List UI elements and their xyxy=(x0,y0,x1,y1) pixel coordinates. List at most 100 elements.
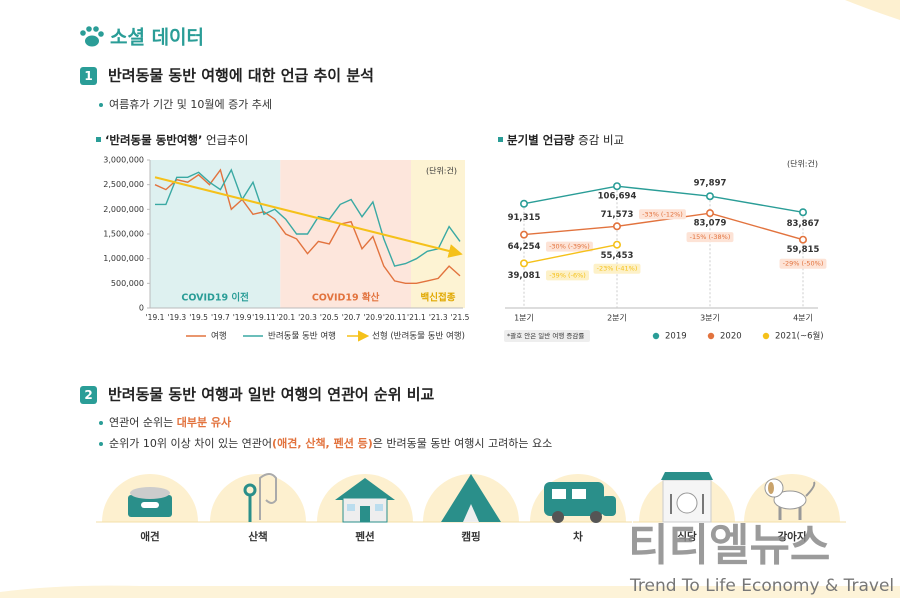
y-tick-label: 2,000,000 xyxy=(103,205,144,214)
section-title: 반려동물 동반 여행과 일반 여행의 연관어 순위 비교 xyxy=(108,386,435,404)
unit-label: (단위:건) xyxy=(426,166,457,176)
x-tick-label: '19.3 xyxy=(167,313,186,322)
x-tick-label: 3분기 xyxy=(700,314,720,323)
x-tick-label: 1분기 xyxy=(514,314,534,323)
x-tick-label: '19.7 xyxy=(211,313,230,322)
x-tick-label: '20.3 xyxy=(298,313,317,322)
unit-label: (단위:건) xyxy=(787,159,818,169)
icon-pictogram xyxy=(764,478,816,520)
series-point xyxy=(798,235,807,244)
legend-label: 반려동물 동반 여행 xyxy=(268,331,336,342)
legend-swatch xyxy=(707,332,715,340)
x-tick-label: '21.1 xyxy=(407,313,426,322)
legend-label: 2021(~6월) xyxy=(775,331,824,342)
series-point xyxy=(519,199,528,208)
period-label: 백신접종 xyxy=(421,292,456,304)
x-tick-label: '20.11 xyxy=(383,313,407,322)
bullet-dot xyxy=(99,103,103,107)
change-label: -33% (-12%) xyxy=(642,210,683,218)
legend-label: 여행 xyxy=(211,331,227,342)
change-badge xyxy=(546,241,593,252)
bullet-part: 순위가 10위 이상 차이 있는 연관어 xyxy=(109,437,272,450)
icon-pictogram xyxy=(335,478,395,523)
series-point xyxy=(519,230,528,239)
x-tick-label: '21.5 xyxy=(451,313,470,322)
footnote-box xyxy=(504,330,590,342)
chart-title-part: 분기별 언급량 xyxy=(507,133,575,147)
period-region xyxy=(410,160,465,308)
watermark-title: 티티엘뉴스 xyxy=(628,520,830,571)
chart-title-part: 증감 비교 xyxy=(574,133,624,147)
value-label: 59,815 xyxy=(787,245,820,255)
bullet-part: 은 반려동물 동반 여행시 고려하는 요소 xyxy=(373,436,552,450)
trend-line xyxy=(154,176,463,258)
icon-row: 애견 산책 펜션 캠핑 차 식당 강아지 xyxy=(96,472,846,543)
change-label: -29% (-50%) xyxy=(783,260,824,268)
icon-label: 산책 xyxy=(248,530,267,543)
chart-title-part: 언급추이 xyxy=(202,133,248,147)
legend-label: 2019 xyxy=(665,332,687,342)
change-badge xyxy=(546,270,589,281)
section-badge xyxy=(80,386,97,404)
icon-pictogram xyxy=(441,474,501,522)
icon-label: 애견 xyxy=(140,530,159,543)
x-tick-label: 2분기 xyxy=(607,314,627,323)
series-point xyxy=(705,209,714,218)
series-point xyxy=(705,192,714,201)
period-label: COVID19 이전 xyxy=(181,292,249,304)
change-badge xyxy=(593,263,641,274)
change-badge xyxy=(639,209,686,220)
bullet-text: 연관어 순위는 대부분 유사 xyxy=(109,415,232,429)
bullet-text: 여름휴가 기간 및 10월에 증가 추세 xyxy=(109,98,272,111)
icon-pictogram xyxy=(243,473,277,522)
series-point xyxy=(612,240,621,249)
section-number: 1 xyxy=(84,69,92,83)
chart-title-part: ‘반려동물 동반여행’ xyxy=(105,133,202,147)
series-line xyxy=(154,168,461,284)
value-label: 83,867 xyxy=(787,219,820,229)
period-region xyxy=(150,160,281,308)
icon-background xyxy=(210,474,306,522)
change-label: -30% (-39%) xyxy=(549,243,590,251)
x-tick-label: '20.1 xyxy=(276,313,295,322)
legend-swatch xyxy=(652,332,660,340)
change-label: -23% (-41%) xyxy=(597,265,638,273)
title-marker xyxy=(96,137,101,142)
value-label: 64,254 xyxy=(508,242,541,252)
period-label: COVID19 확산 xyxy=(312,292,380,304)
bullet-dot xyxy=(99,442,103,446)
legend-swatch xyxy=(762,332,770,340)
page-title: 소셜 데이터 xyxy=(110,27,204,49)
change-badge xyxy=(686,232,734,243)
legend-label: 2020 xyxy=(720,332,742,342)
icon-label: 캠핑 xyxy=(461,530,480,543)
bottom-band xyxy=(0,585,900,598)
icon-label: 차 xyxy=(573,530,583,543)
y-tick-label: 1,500,000 xyxy=(103,230,144,239)
x-tick-label: '19.1 xyxy=(146,313,165,322)
value-label: 39,081 xyxy=(508,271,541,281)
icon-label: 식당 xyxy=(677,530,697,543)
series-line xyxy=(523,212,804,241)
change-label: -15% (-38%) xyxy=(690,233,731,241)
value-label: 71,573 xyxy=(601,210,634,220)
section-title: 반려동물 동반 여행에 대한 언급 추이 분석 xyxy=(108,67,374,85)
icon-pictogram xyxy=(544,482,616,523)
bullet-text: 순위가 10위 이상 차이 있는 연관어(애견, 산책, 펜션 등)은 반려동물… xyxy=(109,436,552,450)
x-tick-label: '20.9 xyxy=(363,313,382,322)
section-number: 2 xyxy=(84,388,92,402)
series-point xyxy=(519,259,528,268)
x-tick-label: '19.5 xyxy=(189,313,208,322)
series-point xyxy=(612,182,621,191)
legend-label: 선형 (반려동물 동반 여행) xyxy=(372,331,465,342)
x-tick-label: 4분기 xyxy=(793,314,813,323)
paw-icon xyxy=(80,26,104,47)
change-badge xyxy=(779,258,827,269)
icon-pictogram xyxy=(661,472,713,523)
y-tick-label: 0 xyxy=(139,304,144,313)
x-tick-label: '21.3 xyxy=(429,313,448,322)
footnote: *괄호 안은 일반 여행 증감률 xyxy=(507,331,584,340)
series-point xyxy=(612,222,621,231)
series-line xyxy=(523,244,618,265)
